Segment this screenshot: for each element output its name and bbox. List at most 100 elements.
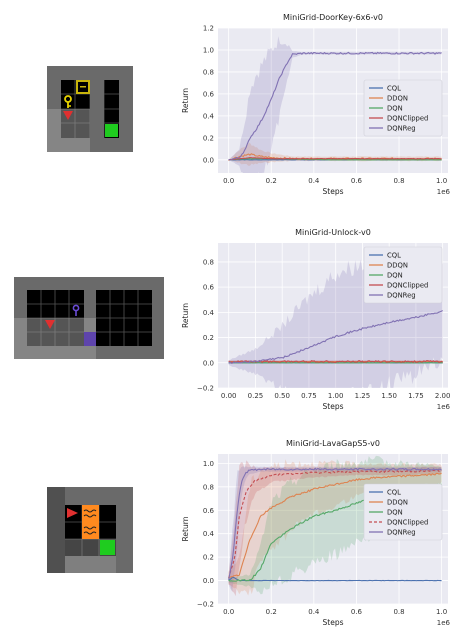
legend-label: CQL xyxy=(387,252,401,260)
x-tick-label: 1.0 xyxy=(436,608,447,616)
x-tick-label: 0.8 xyxy=(393,608,404,616)
legend-box xyxy=(363,483,443,541)
legend-label: DDQN xyxy=(387,499,408,507)
doorkey-chart: MiniGrid-DoorKey-6x6-v0 0.0 0.2 0.4 0.6 0.8 1.… xyxy=(181,13,451,196)
series-line-dqnreg xyxy=(228,51,442,161)
legend-box xyxy=(363,246,443,304)
legend-label: DQN xyxy=(387,509,403,517)
x-tick-label: 1.50 xyxy=(381,392,397,400)
y-tick-label: 0.6 xyxy=(203,507,215,515)
chart-legend: CQL DDQN DQN DQNClipped DQNReg xyxy=(363,79,443,137)
y-tick-label: 0.0 xyxy=(203,359,214,367)
lava-icon xyxy=(82,505,99,539)
y-axis-label: Return xyxy=(181,303,190,328)
x-tick-label: 0.4 xyxy=(308,608,320,616)
x-axis-label: Steps xyxy=(323,402,344,411)
x-tick-label: 0.4 xyxy=(308,177,320,185)
agent-triangle-icon xyxy=(45,320,55,329)
x-tick-label: 0.8 xyxy=(393,177,404,185)
x-axis-label: Steps xyxy=(323,618,344,627)
x-tick-label: 0.75 xyxy=(301,392,317,400)
goal-square-icon xyxy=(100,540,115,555)
x-tick-label: 1.00 xyxy=(328,392,344,400)
y-tick-label: 0.4 xyxy=(203,112,215,120)
legend-label: CQL xyxy=(387,85,401,93)
chart-title: MiniGrid-DoorKey-6x6-v0 xyxy=(283,13,383,22)
y-tick-label: 1.0 xyxy=(203,460,214,468)
legend-label: DQN xyxy=(387,272,403,280)
lavagap-chart: MiniGrid-LavaGapS5-v0 0.0 0.2 0.4 0.6 0.8 1.0 −… xyxy=(181,439,451,627)
x-tick-label: 0.50 xyxy=(274,392,290,400)
y-tick-label: 0.2 xyxy=(203,334,214,342)
legend-label: DQN xyxy=(387,105,403,113)
x-axis-label: Steps xyxy=(323,187,344,196)
doorkey-environment-thumbnail xyxy=(47,66,133,152)
legend-label: DQNReg xyxy=(387,292,416,300)
env-row-lavagap: MiniGrid-LavaGapS5-v0 0.0 0.2 0.4 0.6 0.8 1.0 −… xyxy=(0,430,468,640)
unlock-chart: MiniGrid-Unlock-v0 0.00 0.25 0.50 0.75 1.00 1.… xyxy=(181,228,451,411)
door-icon xyxy=(84,332,96,346)
chart-title: MiniGrid-LavaGapS5-v0 xyxy=(286,439,380,448)
series-line-dqnreg xyxy=(228,310,443,364)
x-tick-label: 2.00 xyxy=(435,392,451,400)
x-offset-label: 1e6 xyxy=(437,619,451,627)
x-tick-label: 0.6 xyxy=(351,608,363,616)
x-tick-label: 0.2 xyxy=(266,177,277,185)
x-tick-label: 0.0 xyxy=(223,177,234,185)
y-tick-label: 0.6 xyxy=(203,284,215,292)
lavagap-environment-thumbnail xyxy=(47,487,133,573)
legend-label: CQL xyxy=(387,489,401,497)
legend-label: DDQN xyxy=(387,95,408,103)
x-offset-label: 1e6 xyxy=(437,403,451,411)
y-tick-label: −0.2 xyxy=(197,601,214,609)
x-tick-label: 1.0 xyxy=(436,177,447,185)
series-band-dqnreg xyxy=(228,36,442,173)
chart-title: MiniGrid-Unlock-v0 xyxy=(295,228,371,237)
x-tick-label: 0.00 xyxy=(221,392,237,400)
legend-label: DQNReg xyxy=(387,529,416,537)
y-tick-label: −0.2 xyxy=(197,385,214,393)
legend-label: DDQN xyxy=(387,262,408,270)
series-line-dqnreg xyxy=(228,467,442,580)
env-row-unlock: MiniGrid-Unlock-v0 0.00 0.25 0.50 0.75 1.00 1.… xyxy=(0,215,468,420)
chart-legend: CQL DDQN DQN DQNClipped DQNReg xyxy=(363,483,443,541)
series-band-dqnclipped xyxy=(228,460,442,597)
x-tick-label: 0.0 xyxy=(223,608,234,616)
y-tick-label: 0.8 xyxy=(203,258,214,266)
x-tick-label: 0.2 xyxy=(266,608,277,616)
goal-square-icon xyxy=(105,124,118,137)
x-tick-label: 0.25 xyxy=(248,392,264,400)
x-tick-label: 0.6 xyxy=(351,177,363,185)
y-tick-label: 0.8 xyxy=(203,483,214,491)
x-tick-label: 1.75 xyxy=(408,392,424,400)
series-line-ddqn xyxy=(228,472,442,579)
series-line-cql xyxy=(228,576,442,582)
series-line-dqnclipped xyxy=(228,360,443,364)
y-tick-label: 0.2 xyxy=(203,134,214,142)
y-tick-label: 1.2 xyxy=(203,25,214,33)
legend-label: DQNClipped xyxy=(387,115,428,123)
y-tick-label: 0.0 xyxy=(203,156,214,164)
y-tick-label: 0.8 xyxy=(203,68,214,76)
agent-triangle-icon xyxy=(63,111,73,120)
chart-legend: CQL DDQN DQN DQNClipped DQNReg xyxy=(363,246,443,304)
legend-label: DQNClipped xyxy=(387,519,428,527)
y-axis-label: Return xyxy=(181,88,190,113)
unlock-environment-thumbnail xyxy=(14,277,164,359)
y-tick-label: 0.4 xyxy=(203,530,215,538)
series-band-ddqn xyxy=(228,459,442,596)
x-tick-label: 1.25 xyxy=(355,392,371,400)
legend-label: DQNClipped xyxy=(387,282,428,290)
series-line-dqnclipped xyxy=(228,156,442,161)
legend-box xyxy=(363,79,443,137)
key-icon xyxy=(72,304,80,316)
y-tick-label: 1.0 xyxy=(203,46,214,54)
y-tick-label: 0.0 xyxy=(203,577,214,585)
y-axis-label: Return xyxy=(181,516,190,541)
env-row-doorkey: MiniGrid-DoorKey-6x6-v0 0.0 0.2 0.4 0.6 0.8 1.… xyxy=(0,0,468,205)
y-tick-label: 0.6 xyxy=(203,90,215,98)
legend-label: DQNReg xyxy=(387,125,416,133)
y-tick-label: 0.4 xyxy=(203,309,215,317)
y-tick-label: 0.2 xyxy=(203,554,214,562)
key-icon xyxy=(64,95,72,108)
